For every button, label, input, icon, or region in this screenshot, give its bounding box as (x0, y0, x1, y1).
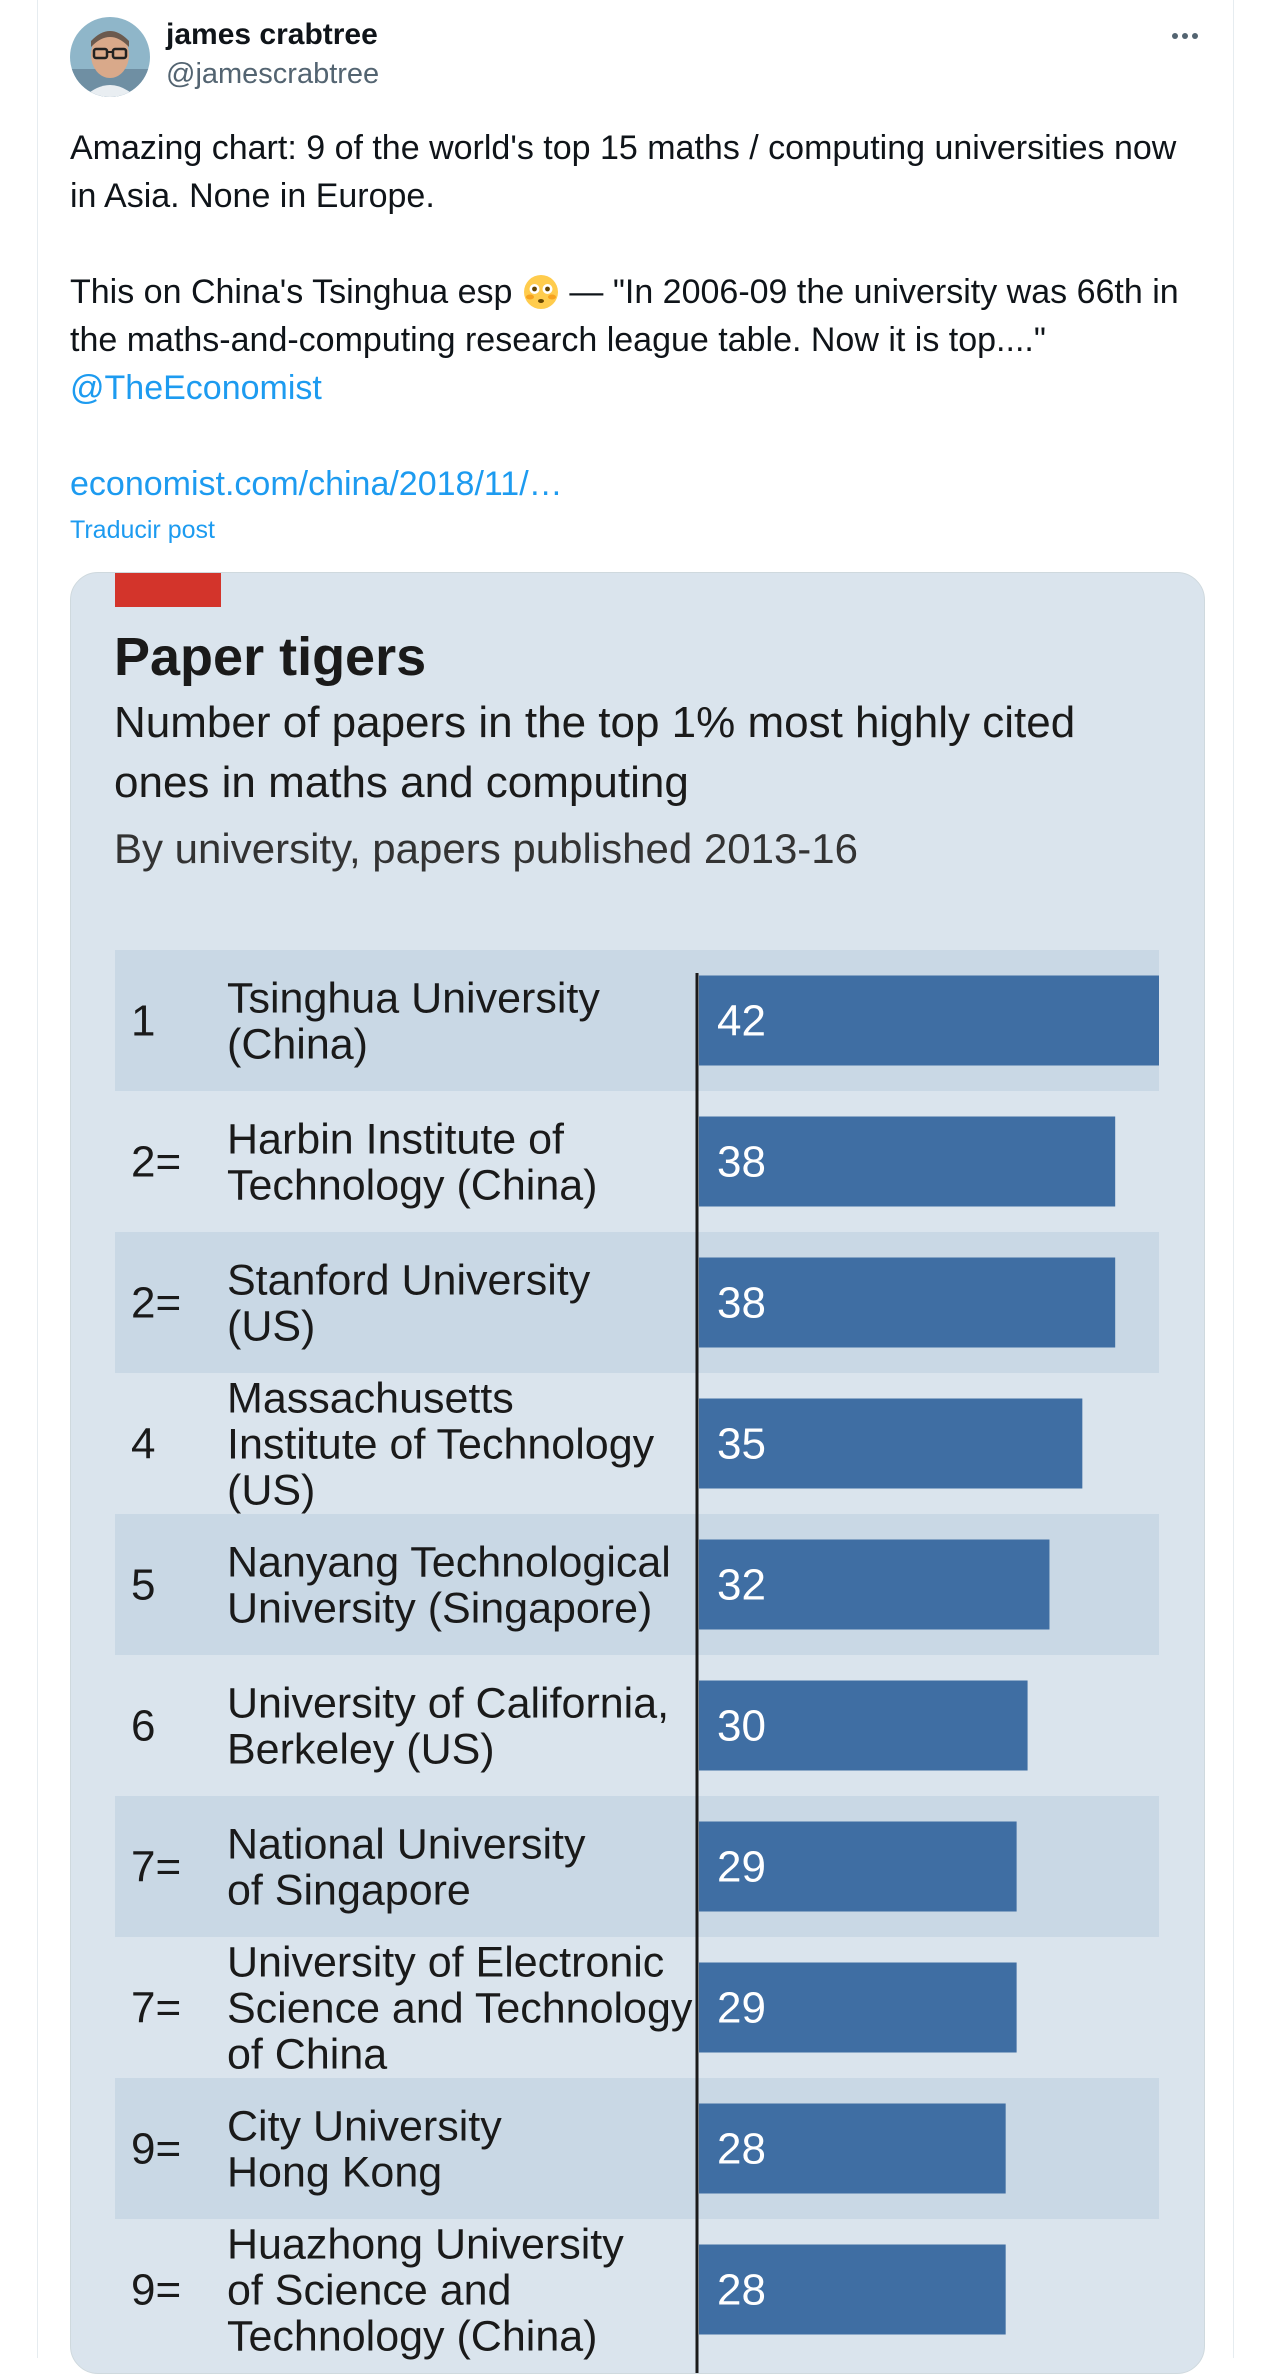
chart-value-label: 29 (717, 1843, 766, 1892)
mention-link[interactable]: @TheEconomist (70, 369, 322, 407)
chart-bar (699, 1962, 1017, 2053)
chart-value-label: 32 (717, 1561, 766, 1610)
chart-bar (699, 1680, 1028, 1771)
chart-rank-label: 7= (131, 1843, 181, 1892)
chart-university-label: of Science and (227, 2267, 511, 2315)
tweet-text-part: This on China's Tsinghua esp (70, 273, 522, 311)
chart-university-label: (US) (227, 1303, 315, 1351)
more-options-icon[interactable] (1165, 19, 1205, 53)
tweet-text-quote: — "In 2006-09 the university was 66th in… (70, 273, 1179, 359)
article-link[interactable]: economist.com/china/2018/11/… (70, 465, 563, 503)
chart-university-label: (US) (227, 1467, 315, 1515)
chart-value-label: 28 (717, 2266, 766, 2315)
chart-university-label: Technology (China) (227, 2313, 597, 2361)
chart-rank-label: 5 (131, 1561, 155, 1610)
chart-bar (699, 1116, 1116, 1207)
chart-rank-label: 4 (131, 1420, 155, 1469)
chart-rank-label: 2= (131, 1279, 181, 1328)
chart-bar (699, 975, 1159, 1066)
author-avatar[interactable] (70, 17, 150, 97)
chart-value-label: 38 (717, 1279, 766, 1328)
chart-bar (699, 1398, 1083, 1489)
translate-post-link[interactable]: Traducir post (70, 516, 215, 544)
chart-bar (699, 1257, 1116, 1348)
chart-title: Paper tigers (114, 627, 426, 687)
chart-university-label: University of California, (227, 1680, 669, 1728)
chart-university-label: of China (227, 2031, 387, 2079)
tweet-text: Amazing chart: 9 of the world's top 15 m… (70, 124, 1210, 508)
chart-university-label: University (Singapore) (227, 1585, 652, 1633)
chart-bar (699, 2103, 1006, 2194)
chart-rank-label: 9= (131, 2125, 181, 2174)
chart-university-label: (China) (227, 1021, 368, 1069)
chart-bar (699, 1539, 1050, 1630)
chart-bar (699, 1821, 1017, 1912)
tweet-paragraph-2: This on China's Tsinghua esp — "In 2006-… (70, 268, 1210, 412)
chart-university-label: Technology (China) (227, 1162, 597, 1210)
chart-value-label: 38 (717, 1138, 766, 1187)
chart-value-label: 28 (717, 2125, 766, 2174)
chart-value-label: 42 (717, 997, 766, 1046)
chart-image[interactable]: Paper tigers Number of papers in the top… (70, 572, 1205, 2374)
chart-university-label: Hong Kong (227, 2149, 442, 2197)
chart-university-label: Tsinghua University (227, 975, 600, 1023)
author-name[interactable]: james crabtree (166, 18, 378, 51)
chart-university-label: Stanford University (227, 1257, 591, 1305)
tweet-paragraph-1: Amazing chart: 9 of the world's top 15 m… (70, 129, 1177, 215)
chart-subtitle-line-2: ones in maths and computing (114, 758, 689, 807)
chart-university-label: Berkeley (US) (227, 1726, 495, 1774)
chart-university-label: Huazhong University (227, 2221, 624, 2269)
chart-value-label: 30 (717, 1702, 766, 1751)
chart-university-label: City University (227, 2103, 502, 2151)
chart-rank-label: 2= (131, 1138, 181, 1187)
chart-value-label: 29 (717, 1984, 766, 2033)
chart-rank-label: 7= (131, 1984, 181, 2033)
author-handle[interactable]: @jamescrabtree (166, 58, 380, 90)
chart-university-label: Science and Technology (227, 1985, 693, 2033)
chart-subtitle-line-1: Number of papers in the top 1% most high… (114, 698, 1075, 747)
chart-rank-label: 1 (131, 997, 155, 1046)
chart-university-label: Institute of Technology (227, 1421, 655, 1469)
chart-university-label: National University (227, 1821, 586, 1869)
chart-university-label: University of Electronic (227, 1939, 664, 1987)
chart-rank-label: 9= (131, 2266, 181, 2315)
chart-university-label: of Singapore (227, 1867, 471, 1915)
chart-note: By university, papers published 2013-16 (114, 825, 858, 872)
chart-bar (699, 2244, 1006, 2335)
economist-red-tab (115, 573, 221, 607)
flushed-face-emoji-icon (523, 275, 558, 309)
chart-rank-label: 6 (131, 1702, 155, 1751)
chart-university-label: Harbin Institute of (227, 1116, 565, 1164)
chart-svg: Paper tigers Number of papers in the top… (114, 573, 1159, 2373)
chart-university-label: Massachusetts (227, 1375, 514, 1423)
avatar-photo-icon (70, 17, 150, 97)
chart-value-label: 35 (717, 1420, 766, 1469)
chart-university-label: Nanyang Technological (227, 1539, 671, 1587)
